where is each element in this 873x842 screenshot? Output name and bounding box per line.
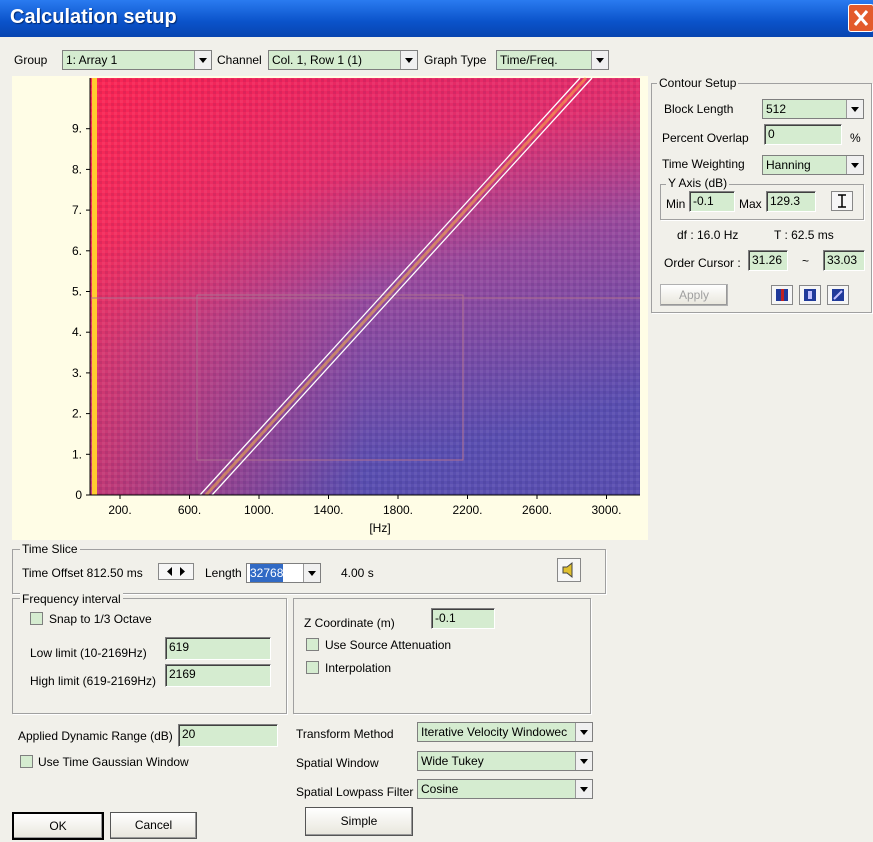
view-button-1[interactable] — [771, 285, 793, 305]
max-input[interactable]: 129.3 — [766, 191, 816, 212]
simple-button[interactable]: Simple — [305, 807, 413, 836]
x-tick-label: 200. — [108, 503, 131, 517]
sound-button[interactable] — [557, 558, 581, 582]
duration: 4.00 s — [341, 566, 374, 580]
y-tick-label: 9. — [72, 122, 82, 136]
t-text: T : 62.5 ms — [774, 228, 834, 242]
interpolation-label: Interpolation — [325, 661, 391, 675]
min-label: Min — [666, 197, 685, 211]
spatial-window-label: Spatial Window — [296, 756, 379, 770]
transform-label: Transform Method — [296, 727, 394, 741]
group-label: Group — [14, 53, 47, 67]
df-text: df : 16.0 Hz — [677, 228, 738, 242]
offset-stepper[interactable] — [158, 563, 194, 580]
apply-button[interactable]: Apply — [660, 284, 728, 306]
z-input[interactable]: -0.1 — [431, 608, 495, 629]
x-tick-label: 1800. — [383, 503, 413, 517]
transform-value: Iterative Velocity Windowec — [421, 723, 572, 741]
graph-type-select[interactable]: Time/Freq. — [496, 50, 609, 70]
y-tick-label: 7. — [72, 203, 82, 217]
time-slice-title: Time Slice — [20, 542, 80, 556]
dialog: {"title": "Calculation setup", "toolbar"… — [0, 0, 873, 842]
gaussian-label: Use Time Gaussian Window — [38, 755, 189, 769]
order-cursor-label: Order Cursor : — [664, 256, 741, 270]
ok-button[interactable]: OK — [12, 812, 104, 840]
close-icon — [849, 5, 873, 31]
attenuation-checkbox[interactable] — [306, 638, 319, 651]
length-select[interactable]: 32768 — [246, 563, 321, 583]
dynamic-range-label: Applied Dynamic Range (dB) — [18, 729, 173, 743]
contour-setup-title: Contour Setup — [657, 76, 738, 90]
cancel-button[interactable]: Cancel — [110, 812, 197, 839]
block-length-select[interactable]: 512 — [762, 99, 864, 119]
tilde: ~ — [802, 254, 809, 268]
snap-checkbox[interactable] — [30, 612, 43, 625]
y-tick-label: 8. — [72, 162, 82, 176]
z-label: Z Coordinate (m) — [304, 616, 395, 630]
gaussian-checkbox[interactable] — [20, 755, 33, 768]
x-tick-label: 2200. — [452, 503, 482, 517]
snap-label: Snap to 1/3 Octave — [49, 612, 152, 626]
y-tick-label: 4. — [72, 325, 82, 339]
block-length-label: Block Length — [664, 102, 733, 116]
scale-button[interactable] — [831, 191, 853, 211]
attenuation-label: Use Source Attenuation — [325, 638, 451, 652]
block-length-value: 512 — [766, 100, 843, 118]
channel-label: Channel — [217, 53, 262, 67]
spectrogram-band — [92, 78, 97, 495]
spatial-window-value: Wide Tukey — [421, 752, 572, 770]
length-value: 32768 — [250, 564, 283, 582]
spectrogram-plot: [Hz] 0 1. 2. 3. 4. 5. 6. 7. 8. 9. 200. 600. 1000. 140… — [12, 76, 648, 540]
view-button-3[interactable] — [827, 285, 849, 305]
low-limit-label: Low limit (10-2169Hz) — [30, 646, 147, 660]
graph-type-label: Graph Type — [424, 53, 486, 67]
group-select[interactable]: 1: Array 1 — [62, 50, 212, 70]
x-tick-label: 1000. — [244, 503, 274, 517]
time-weighting-value: Hanning — [766, 156, 843, 174]
spectrogram-texture — [90, 78, 640, 495]
time-offset: Time Offset 812.50 ms — [22, 566, 143, 580]
x-tick-label: 2600. — [522, 503, 552, 517]
window-title: Calculation setup — [10, 6, 177, 29]
time-weighting-label: Time Weighting — [662, 157, 745, 171]
close-button[interactable] — [848, 4, 873, 32]
interpolation-checkbox[interactable] — [306, 661, 319, 674]
graph-type-value: Time/Freq. — [500, 51, 588, 69]
y-tick-label: 2. — [72, 407, 82, 421]
high-limit-input[interactable]: 2169 — [165, 664, 271, 687]
transform-select[interactable]: Iterative Velocity Windowec — [417, 722, 593, 742]
lowpass-label: Spatial Lowpass Filter — [296, 785, 413, 799]
channel-select[interactable]: Col. 1, Row 1 (1) — [268, 50, 418, 70]
spatial-window-select[interactable]: Wide Tukey — [417, 751, 593, 771]
channel-value: Col. 1, Row 1 (1) — [272, 51, 397, 69]
max-label: Max — [739, 197, 762, 211]
min-input[interactable]: -0.1 — [689, 191, 735, 212]
x-tick-label: 3000. — [591, 503, 621, 517]
lowpass-value: Cosine — [421, 780, 572, 798]
group-value: 1: Array 1 — [66, 51, 191, 69]
lowpass-select[interactable]: Cosine — [417, 779, 593, 799]
y-axis-title: Y Axis (dB) — [666, 176, 729, 190]
percent-overlap-label: Percent Overlap — [662, 131, 749, 145]
y-tick-label: 0 — [75, 488, 82, 502]
dynamic-range-input[interactable]: 20 — [178, 724, 278, 747]
percent-unit: % — [850, 131, 861, 145]
percent-overlap-input[interactable]: 0 — [764, 124, 842, 145]
low-limit-input[interactable]: 619 — [165, 637, 271, 660]
y-tick-label: 3. — [72, 366, 82, 380]
length-label: Length — [205, 566, 242, 580]
order-cursor-from[interactable]: 31.26 — [748, 250, 788, 271]
view-button-2[interactable] — [799, 285, 821, 305]
x-tick-label: 600. — [178, 503, 201, 517]
y-tick-label: 6. — [72, 244, 82, 258]
high-limit-label: High limit (619-2169Hz) — [30, 674, 156, 688]
x-axis-label: [Hz] — [369, 521, 390, 535]
order-cursor-to[interactable]: 33.03 — [823, 250, 865, 271]
frequency-interval-title: Frequency interval — [20, 592, 123, 606]
time-weighting-select[interactable]: Hanning — [762, 155, 864, 175]
x-tick-label: 1400. — [313, 503, 343, 517]
y-tick-label: 5. — [72, 285, 82, 299]
y-tick-label: 1. — [72, 447, 82, 461]
